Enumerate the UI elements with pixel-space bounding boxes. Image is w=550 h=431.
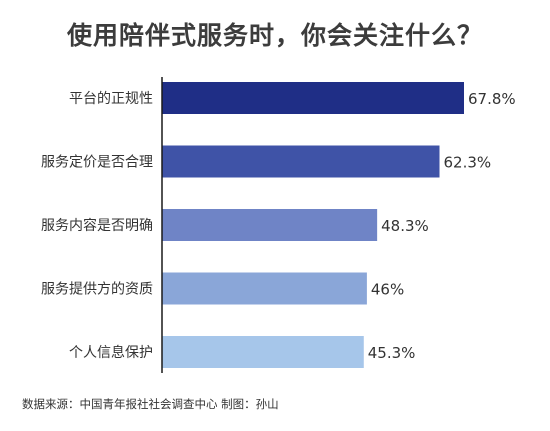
value-label: 67.8%	[468, 90, 516, 108]
bar	[162, 145, 440, 178]
category-label: 个人信息保护	[69, 344, 153, 361]
category-label: 服务内容是否明确	[41, 217, 153, 234]
bar	[162, 209, 378, 241]
bar	[162, 272, 367, 305]
value-label: 45.3%	[368, 344, 416, 362]
value-label: 46%	[371, 281, 404, 299]
bar	[162, 336, 364, 368]
source-note: 数据来源：中国青年报社社会调查中心 制图：孙山	[22, 397, 279, 411]
bar	[162, 82, 464, 114]
value-label: 62.3%	[444, 154, 492, 172]
category-label: 服务提供方的资质	[41, 282, 153, 298]
value-label: 48.3%	[381, 217, 429, 235]
category-label: 平台的正规性	[69, 91, 153, 107]
category-label: 服务定价是否合理	[41, 155, 153, 171]
chart-title: 使用陪伴式服务时，你会关注什么？	[66, 21, 483, 50]
